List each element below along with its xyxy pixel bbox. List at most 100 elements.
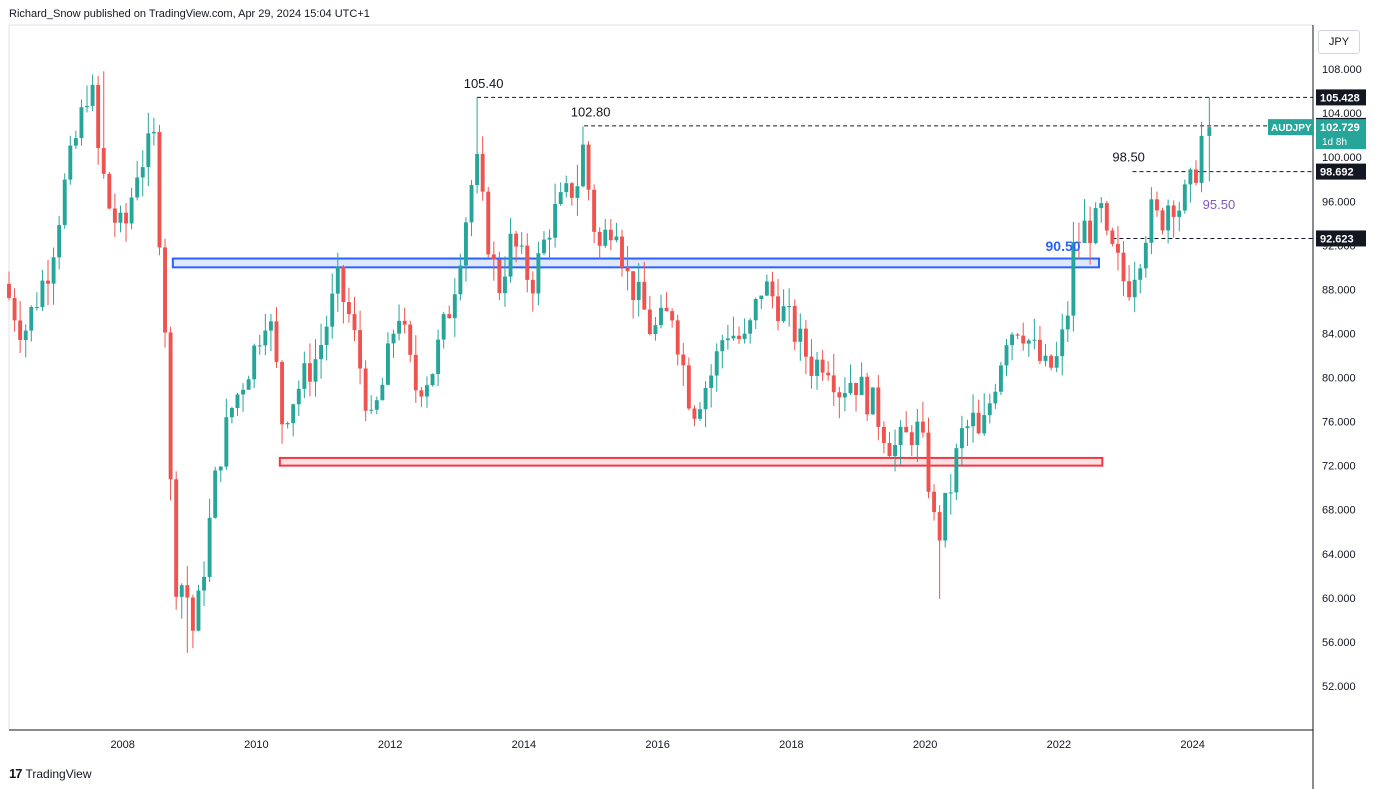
candle-body	[408, 324, 413, 355]
candle-body	[982, 415, 987, 434]
candle-body	[837, 392, 842, 398]
candle-body	[157, 131, 162, 248]
candle-body	[731, 335, 736, 339]
candle-body	[196, 590, 201, 631]
candle-body	[653, 325, 658, 335]
candle-body	[352, 314, 357, 331]
y-tick-label: 100.000	[1322, 152, 1362, 164]
candle-body	[881, 426, 886, 443]
candle-body	[826, 372, 831, 376]
candle-body	[1065, 315, 1070, 330]
candle-body	[491, 254, 496, 260]
candle-body	[998, 365, 1003, 392]
candle-body	[932, 491, 937, 513]
candle-body	[1177, 210, 1182, 217]
candle-body	[218, 466, 223, 471]
candle-body	[358, 330, 363, 369]
candle-body	[1155, 199, 1159, 211]
candle-body	[241, 389, 246, 395]
x-tick-label: 2016	[645, 739, 669, 751]
candle-body	[514, 233, 519, 247]
candle-body	[1093, 208, 1098, 244]
candle-body	[458, 265, 463, 295]
candle-body	[96, 84, 101, 149]
candle-body	[68, 145, 73, 180]
candle-body	[397, 320, 402, 334]
candle-body	[447, 314, 452, 319]
candle-body	[469, 185, 474, 223]
candle-body	[207, 517, 212, 577]
candle-body	[915, 421, 920, 446]
candle-body	[1026, 340, 1031, 344]
candle-body	[675, 320, 680, 355]
candle-body	[163, 247, 167, 333]
candle-body	[508, 233, 513, 277]
currency-button[interactable]: JPY	[1318, 30, 1360, 54]
candle-body	[1116, 243, 1120, 253]
candle-body	[413, 354, 418, 391]
candle-body	[257, 345, 262, 347]
candle-body	[815, 359, 819, 376]
candle-body	[759, 295, 764, 300]
candle-body	[865, 376, 870, 415]
candle-body	[107, 173, 112, 209]
candle-body	[876, 387, 881, 427]
candle-body	[1054, 356, 1059, 368]
candle-body	[268, 321, 273, 331]
candle-body	[263, 330, 268, 346]
candle-body	[486, 191, 491, 255]
y-tick-label: 52.000	[1322, 681, 1356, 693]
candle-body	[224, 417, 229, 467]
tradingview-brand-label: TradingView	[25, 766, 92, 781]
candle-body	[842, 393, 847, 398]
price-label: 105.428	[1320, 92, 1360, 104]
tradingview-brand[interactable]: 17 TradingView	[9, 766, 92, 781]
y-tick-label: 80.000	[1322, 373, 1356, 385]
candle-body	[1194, 169, 1198, 183]
price-label: 92.623	[1320, 233, 1354, 245]
candle-body	[174, 479, 179, 597]
candle-body	[73, 138, 78, 146]
candle-body	[1149, 199, 1154, 243]
candle-body	[820, 359, 825, 373]
candle-body	[307, 363, 312, 382]
level-annotation: 95.50	[1203, 197, 1236, 212]
zone-resistance-support-90.50	[171, 257, 1101, 269]
candle-body	[987, 403, 992, 416]
candle-body	[976, 412, 981, 434]
candle-body	[341, 266, 346, 303]
candle-body	[536, 253, 541, 294]
candle-body	[441, 314, 446, 340]
candle-body	[430, 373, 435, 386]
candle-body	[831, 375, 836, 393]
candle-body	[57, 225, 62, 258]
candle-body	[553, 204, 558, 238]
candle-body	[118, 212, 123, 223]
candle-body	[948, 492, 953, 494]
candle-body	[1160, 210, 1165, 231]
candle-body	[748, 320, 753, 334]
candle-body	[380, 384, 385, 401]
candle-body	[1104, 203, 1109, 231]
candle-body	[1188, 169, 1193, 185]
candle-body	[1060, 329, 1065, 357]
candle-body	[798, 328, 803, 342]
candle-body	[770, 281, 775, 297]
candle-body	[525, 245, 530, 280]
candle-body	[904, 426, 909, 433]
candle-body	[764, 281, 769, 296]
candle-body	[1032, 339, 1037, 341]
candle-body	[803, 328, 808, 357]
x-tick-label: 2012	[378, 739, 402, 751]
candle-body	[620, 236, 624, 268]
candle-body	[1037, 339, 1042, 361]
candle-body	[335, 266, 340, 294]
candle-body	[452, 294, 457, 319]
candle-body	[291, 404, 296, 424]
candle-body	[202, 576, 206, 591]
candle-body	[787, 305, 792, 307]
y-tick-label: 88.000	[1322, 284, 1356, 296]
candle-body	[313, 359, 318, 382]
